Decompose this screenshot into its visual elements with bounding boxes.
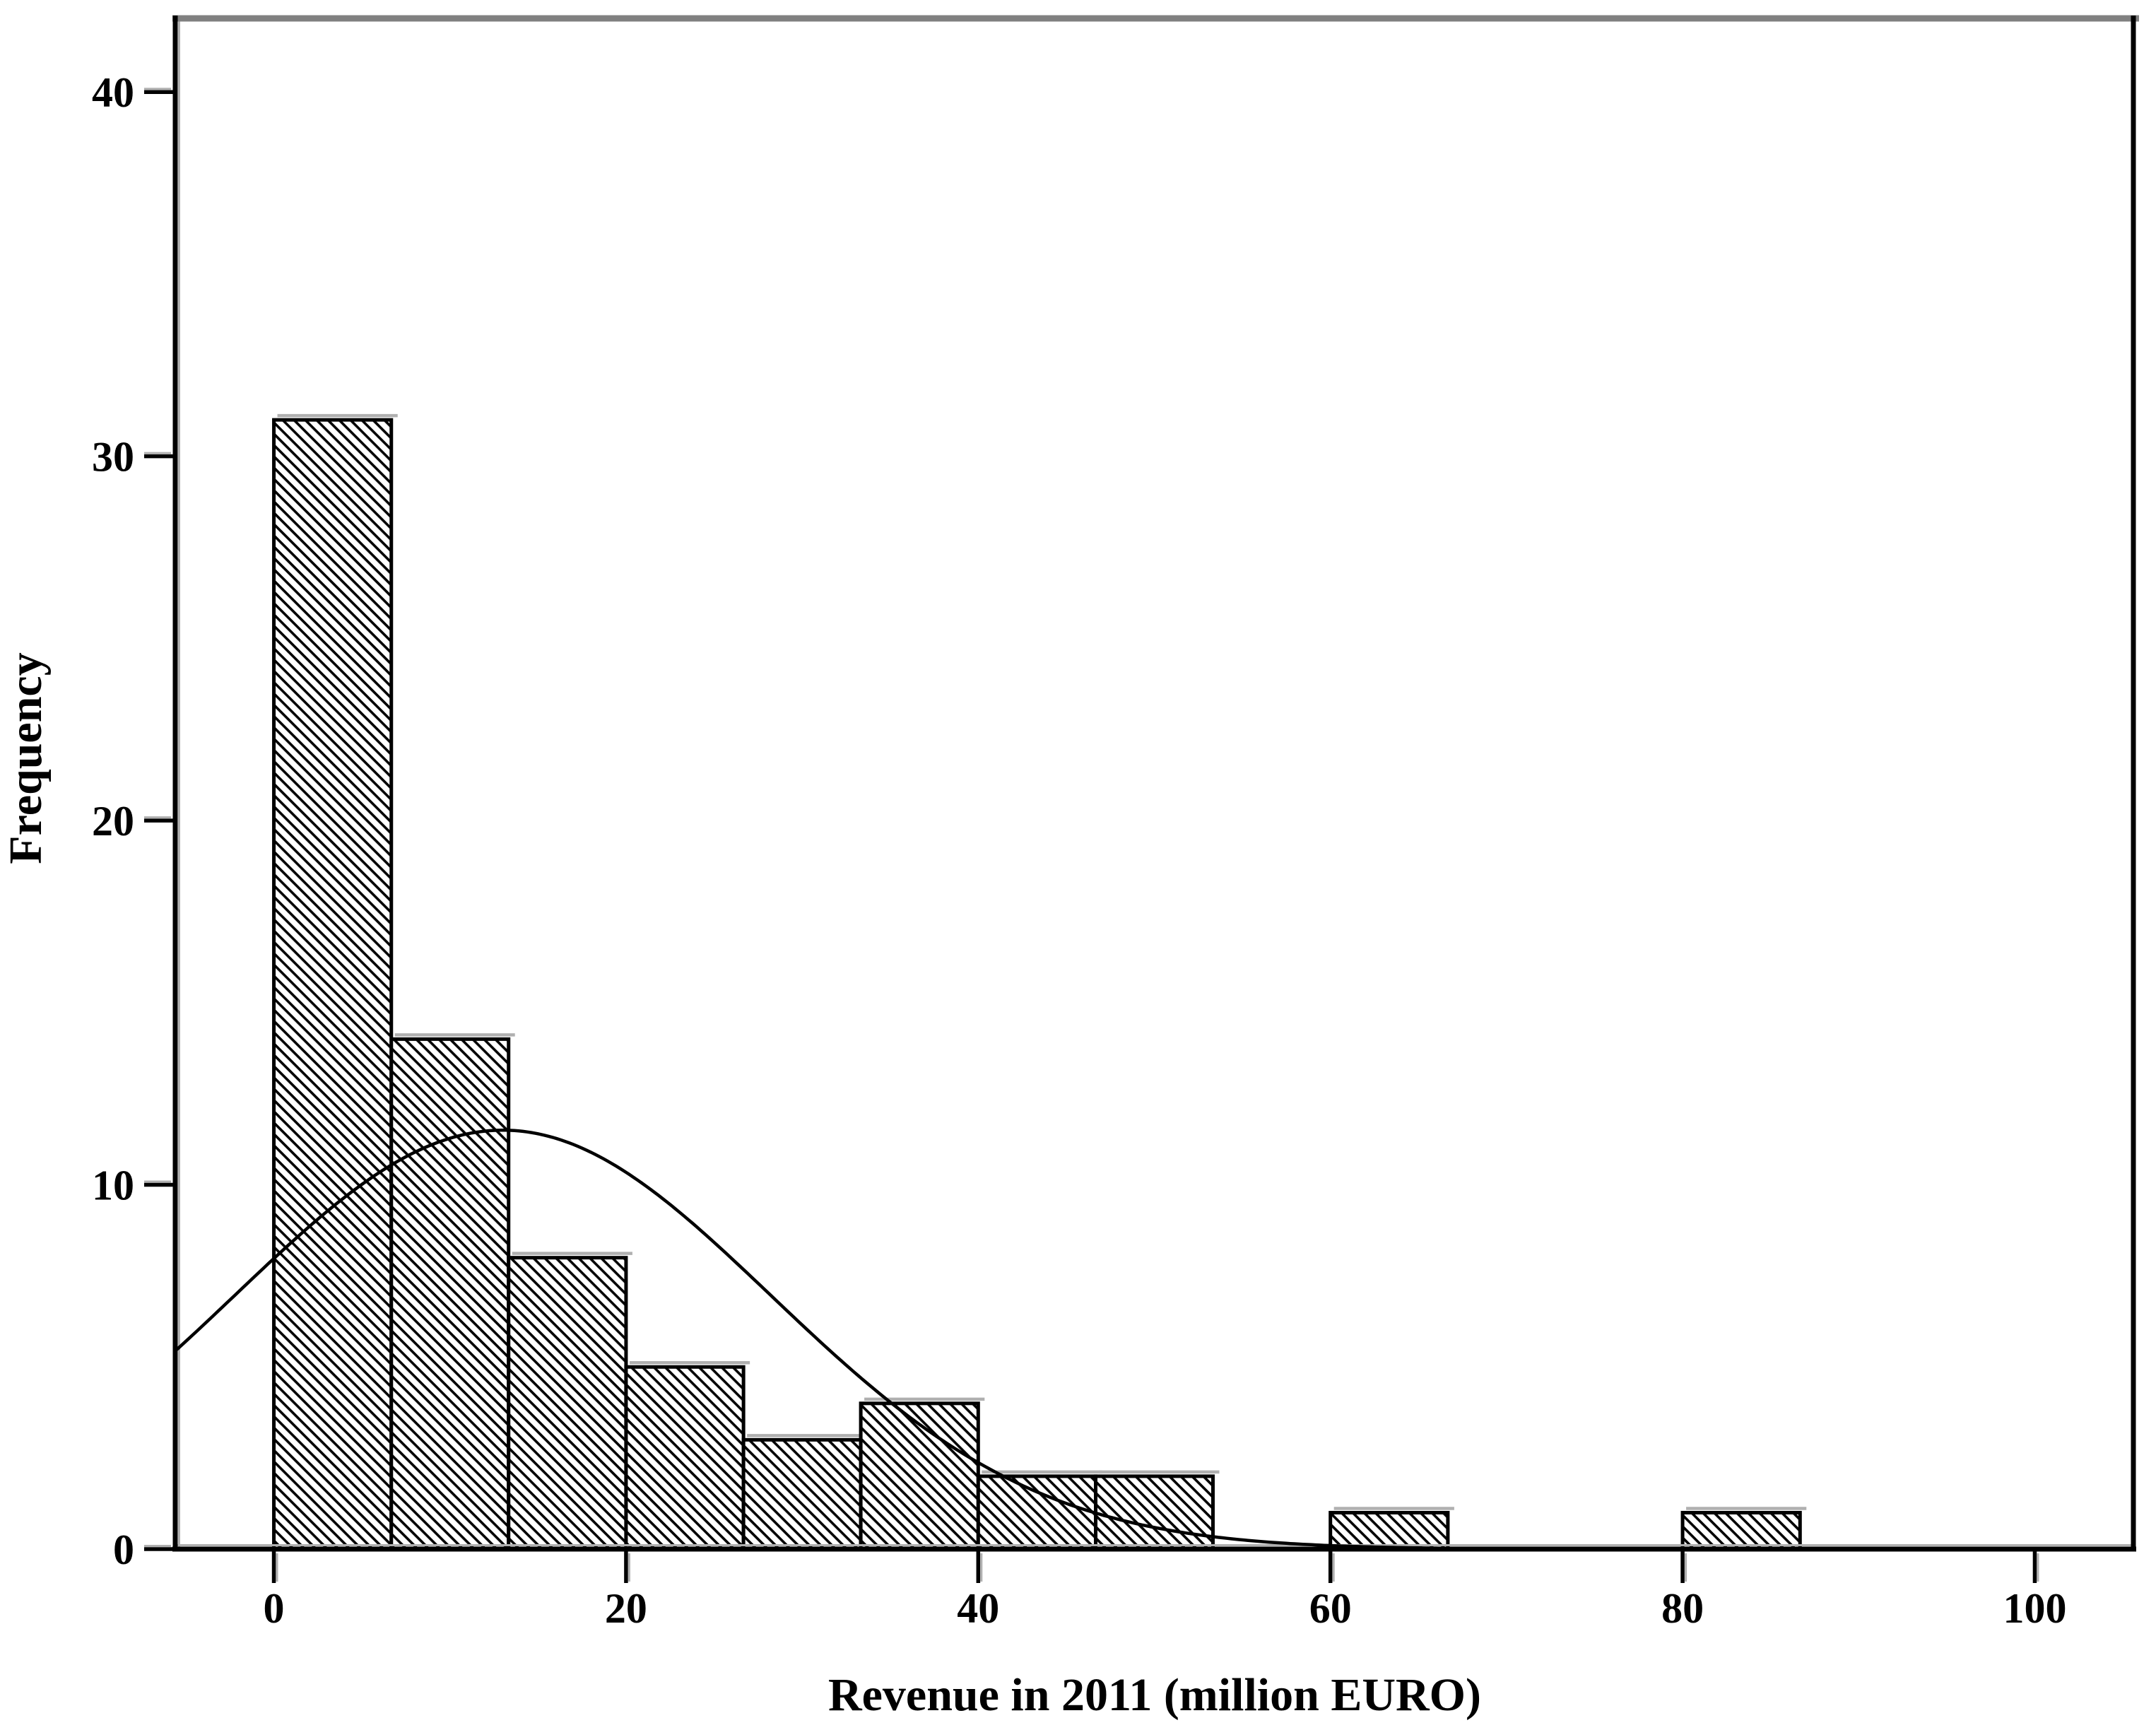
x-tick-label: 60: [1309, 1585, 1352, 1632]
y-tick-label: 30: [92, 434, 134, 481]
histogram-bar: [741, 1437, 863, 1551]
y-tick-label: 40: [92, 69, 134, 116]
x-tick-label: 20: [605, 1585, 647, 1632]
x-tick-label: 80: [1661, 1585, 1704, 1632]
histogram-bar: [389, 1037, 511, 1551]
histogram-bar: [507, 1256, 628, 1551]
y-tick-label: 20: [92, 798, 134, 845]
x-tick-label: 0: [264, 1585, 285, 1632]
x-tick-label: 40: [957, 1585, 999, 1632]
x-axis-title: Revenue in 2011 (million EURO): [828, 1669, 1481, 1721]
ticks-layer: 0 10 20 30 40 0 20 40 60 80 100: [92, 69, 2066, 1632]
normal-curve: [173, 1128, 2132, 1551]
y-tick-label: 10: [92, 1163, 134, 1209]
histogram-bar: [1094, 1474, 1215, 1551]
histogram-bars-layer: [272, 413, 1807, 1551]
histogram-bar: [1329, 1510, 1450, 1551]
y-axis-title: Frequency: [0, 652, 52, 864]
y-tick-label: 0: [113, 1526, 134, 1573]
x-tick-label: 100: [2003, 1585, 2066, 1632]
histogram-bar: [624, 1365, 746, 1551]
histogram-bar: [272, 418, 394, 1551]
histogram-bar: [976, 1474, 1098, 1551]
normal-curve-layer: [173, 1128, 2132, 1551]
histogram-bar: [1680, 1510, 1802, 1551]
